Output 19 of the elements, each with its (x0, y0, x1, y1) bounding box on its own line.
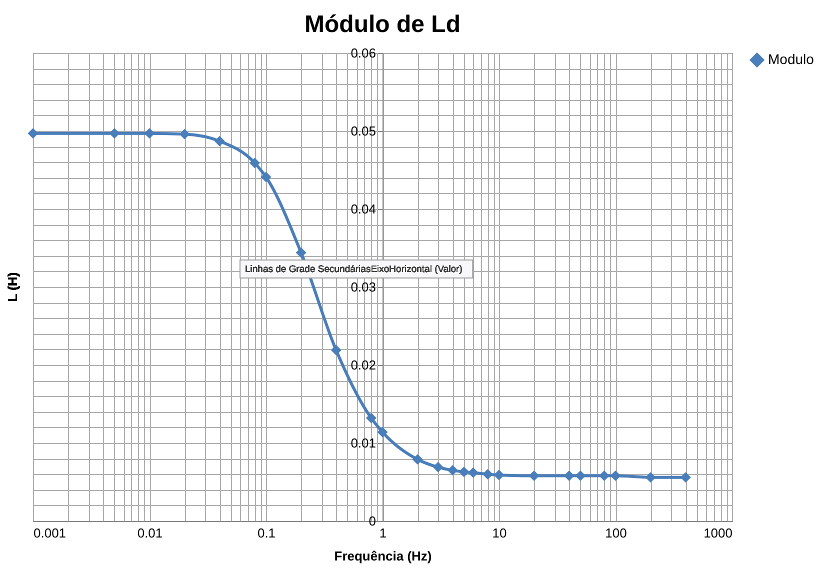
y-tick-label: 0.05 (350, 124, 376, 138)
y-tick-label: 0.04 (350, 202, 376, 216)
y-tick-label: 0.02 (350, 358, 376, 372)
y-tick-label: 0.03 (350, 280, 376, 294)
annotation: Linhas de Grade SecundáriasEixoHorizontal (Valor) (245, 264, 462, 275)
y-axis-title: L (H) (5, 272, 20, 302)
x-axis-title: Frequência (Hz) (334, 548, 432, 564)
x-tick-label: 0.1 (257, 526, 276, 540)
y-tick-label: 0 (368, 514, 376, 528)
x-tick-label: 1000 (704, 526, 732, 540)
y-tick-label: 0.01 (350, 436, 376, 450)
x-tick-label: 0.001 (34, 526, 66, 540)
y-tick-label: 0.06 (350, 46, 376, 60)
x-tick-label: 10 (492, 526, 507, 540)
x-tick-label: 1 (379, 526, 387, 540)
chart-title: Módulo de Ld (304, 11, 460, 38)
legend-label: Modulo (768, 51, 814, 67)
x-tick-label: 0.01 (137, 526, 163, 540)
x-tick-label: 100 (605, 526, 627, 540)
